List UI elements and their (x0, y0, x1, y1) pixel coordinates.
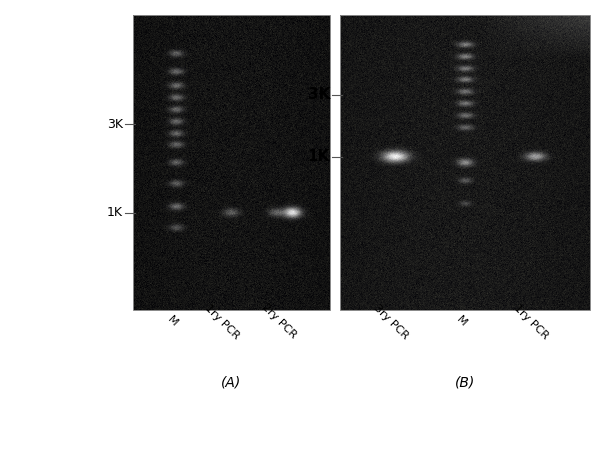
Text: 3K: 3K (307, 87, 330, 102)
Bar (133, 15, 330, 310)
Text: M: M (166, 315, 180, 329)
Text: M: M (454, 315, 468, 329)
Text: (B): (B) (455, 375, 475, 389)
Text: 1K: 1K (107, 206, 123, 219)
Text: (A): (A) (221, 375, 242, 389)
Text: 1ry PCR: 1ry PCR (512, 303, 551, 341)
Text: 3K: 3K (107, 118, 123, 131)
Text: 1ry PCR: 1ry PCR (203, 303, 241, 341)
Text: 2ry PCR: 2ry PCR (260, 303, 298, 341)
Text: 1K: 1K (308, 149, 330, 164)
Text: 3ry PCR: 3ry PCR (372, 303, 411, 341)
Bar (340, 15, 590, 310)
